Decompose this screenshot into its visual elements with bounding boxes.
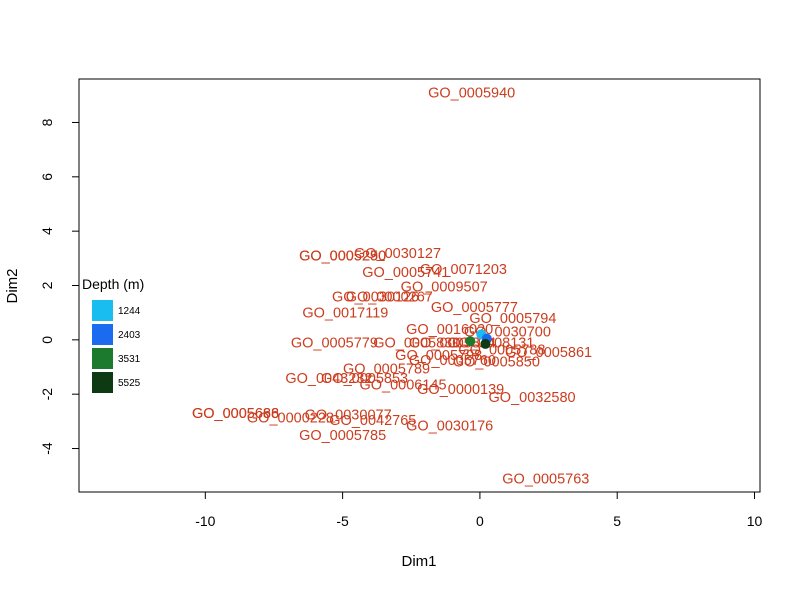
y-tick-label: 6 [39, 173, 55, 181]
go-term-label: GO_0005830 [373, 336, 460, 352]
go-term-label: GO_0005763 [502, 471, 589, 487]
go-term-label: GO_0005788 [458, 342, 545, 358]
x-tick-label: 5 [613, 513, 621, 529]
x-tick-label: -5 [336, 513, 349, 529]
go-term-label: GO_0005741 [362, 265, 449, 281]
legend-swatch-1244 [92, 300, 113, 321]
x-axis-title: Dim1 [401, 553, 436, 570]
y-tick-label: 4 [39, 227, 55, 235]
legend-entries: 1244 2403 3531 5525 [92, 300, 141, 393]
go-term-label: GO_0071203 [420, 262, 507, 278]
go-term-label: GO_0005777 [431, 300, 518, 316]
legend-label-3531: 3531 [118, 354, 141, 365]
y-axis-title: Dim2 [4, 268, 21, 303]
legend-title: Depth (m) [82, 276, 144, 292]
go-term-label: GO_0030176 [406, 418, 493, 434]
go-term-label: GO_0009507 [401, 280, 488, 296]
go-term-label: GO_0000228 [247, 410, 334, 426]
depth-point-3531 [465, 336, 476, 347]
y-tick-label: 8 [39, 118, 55, 126]
go-term-label: GO_0030077 [305, 408, 392, 424]
go-term-labels: GO_0005940 GO_0030127GO_0005290GO_0005250… [192, 86, 592, 488]
go-term-label: GO_0005789 [343, 361, 430, 377]
x-tick-label: -10 [195, 513, 215, 529]
depth-points [465, 329, 492, 349]
legend-swatch-5525 [92, 372, 113, 393]
go-term-label: GO_0005688 [192, 406, 279, 422]
go-term-label: GO_0005940 [428, 86, 515, 102]
go-term-label: GO_0000267 [346, 289, 433, 305]
go-term-label: GO_0017119 [302, 306, 388, 322]
legend: Depth (m) 1244 2403 3531 5525 [82, 276, 144, 393]
x-tick-label: 10 [747, 513, 763, 529]
depth-point-5525 [480, 338, 491, 349]
legend-label-2403: 2403 [118, 330, 141, 341]
go-term-label: GO_0005779 [291, 336, 378, 352]
go-term-label: GO_0005666 [192, 406, 279, 422]
y-tick-label: -2 [39, 388, 55, 401]
go-term-label: GO_0042765 [329, 413, 416, 429]
go-term-label: GO_0005861 [505, 345, 592, 361]
go-term-label: GO_0030127 [354, 246, 441, 262]
go-term-label: GO_0043232 [285, 371, 372, 387]
legend-swatch-3531 [92, 348, 113, 369]
x-tick-label: 0 [476, 513, 484, 529]
legend-label-1244: 1244 [118, 306, 141, 317]
legend-label-5525: 5525 [118, 378, 141, 389]
go-term-label: GO_0005785 [299, 428, 386, 444]
y-tick-label: 2 [39, 281, 55, 289]
go-term-label: GO_0000139 [417, 382, 504, 398]
y-tick-label: -4 [39, 442, 55, 455]
y-axis: -4 -2 0 2 4 6 8 [39, 118, 80, 455]
go-term-label: GO_0016020 [406, 322, 493, 338]
go-term-label: GO_0030126 [332, 289, 419, 305]
go-term-label: GO_0005794 [469, 311, 556, 327]
go-term-label: GO_0005850 [453, 355, 540, 371]
go-term-label: GO_0005290 [299, 249, 386, 265]
x-axis: -10 -5 0 5 10 [195, 491, 763, 529]
go-term-label: GO_0005760 [409, 353, 496, 369]
go-term-label: GO_0005250 [299, 249, 386, 265]
y-tick-label: 0 [39, 336, 55, 344]
go-term-label: GO_0005853 [321, 371, 408, 387]
go-term-label: GO_0006145 [359, 378, 446, 394]
go-term-label: GO_0005798 [395, 348, 482, 364]
go-term-label: GO_0032580 [489, 390, 576, 406]
legend-swatch-2403 [92, 324, 113, 345]
